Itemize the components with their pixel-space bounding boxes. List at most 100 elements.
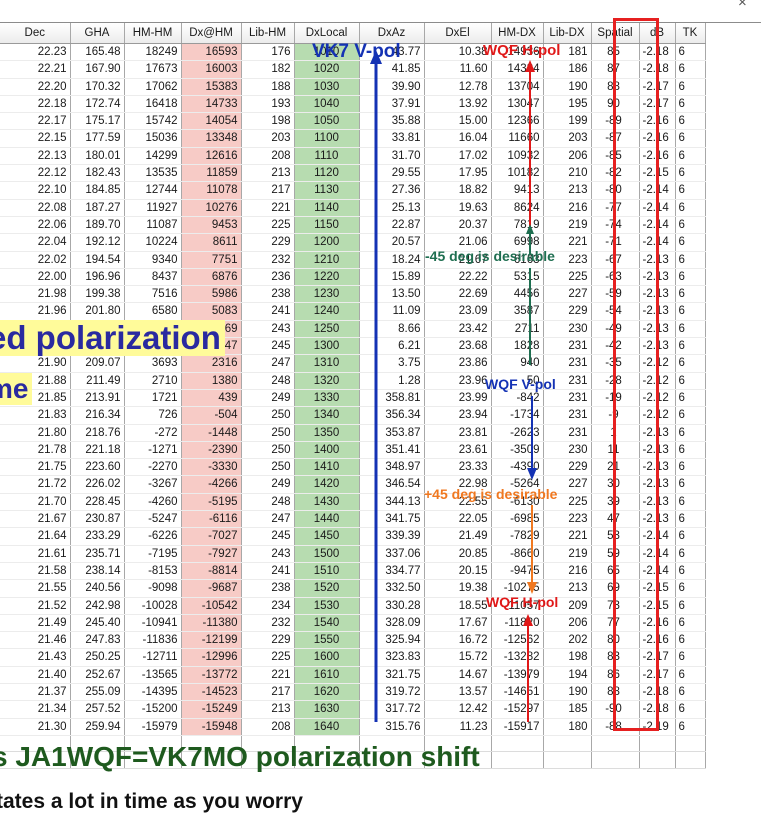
cell-dxel: 13.92 — [424, 95, 492, 114]
table-row[interactable]: 22.12 182.43 13535 11859 213 1120 29.55 17.95 10… — [0, 164, 706, 183]
cell-hmhm: 15036 — [124, 129, 182, 148]
table-row[interactable]: 22.02 194.54 9340 7751 232 1210 18.24 21.67 6163… — [0, 251, 706, 269]
column-header-libdx[interactable]: Lib-DX — [543, 23, 592, 44]
cell-libdx: 198 — [543, 648, 592, 667]
column-header-hmhm[interactable]: HM-HM — [124, 23, 182, 44]
table-row[interactable]: 21.80 218.76 -272 -1448 250 1350 353.87 23.81 -2… — [0, 424, 706, 442]
empty-cell — [124, 751, 182, 769]
cell-gha: 259.94 — [70, 718, 125, 736]
empty-cell — [124, 735, 182, 753]
cell-dec: 21.40 — [0, 666, 71, 684]
cell-dxel: 23.68 — [424, 337, 492, 356]
table-row[interactable]: 22.21 167.90 17673 16003 182 1020 41.85 11.60 14… — [0, 60, 706, 79]
cell-libdx: 185 — [543, 700, 592, 719]
cell-dxlocal: 1340 — [294, 406, 360, 425]
cell-gha: 167.90 — [70, 60, 125, 79]
minus45-label: -45 deg is desirable — [425, 248, 555, 264]
cell-gha: 184.85 — [70, 181, 125, 200]
table-row[interactable]: 21.90209.073693231624713103.7523.8694023… — [0, 354, 706, 373]
column-header-libhm[interactable]: Lib-HM — [241, 23, 295, 44]
cell-libdx: 206 — [543, 147, 592, 166]
cell-gha: 221.18 — [70, 441, 125, 460]
cell-dxel: 15.72 — [424, 648, 492, 667]
table-row[interactable]: 21.43 250.25 -12711 -12996 225 1600 323.83 15.7… — [0, 648, 706, 667]
column-header-tk[interactable]: TK — [675, 23, 706, 44]
cell-libhm: 229 — [241, 233, 295, 252]
table-row[interactable]: 21.70 228.45 -4260 -5195 248 1430 344.13 22.55-… — [0, 493, 706, 512]
wqf-vpol-arrow — [527, 396, 537, 480]
column-header-dxlocal[interactable]: DxLocal — [294, 23, 360, 44]
cell-hmhm: -3267 — [124, 475, 182, 494]
cell-hmhm: -12711 — [124, 648, 182, 667]
table-row[interactable]: 21.30 259.94 -15979 -15948 208 1640 315.76 11.2… — [0, 718, 706, 736]
cell-dx-hm: 13348 — [181, 129, 242, 148]
cell-libdx: 231 — [543, 406, 592, 425]
column-header-gha[interactable]: GHA — [70, 23, 125, 44]
cell-dxel: 22.05 — [424, 510, 492, 529]
cell-gha: 238.14 — [70, 562, 125, 581]
cell-tk: 6 — [675, 268, 706, 287]
cell-dxlocal: 1100 — [294, 129, 360, 148]
cell-libhm: 213 — [241, 164, 295, 183]
table-row[interactable]: 22.20 170.32 17062 15383 188 1030 39.90 12.78 13… — [0, 78, 706, 96]
column-header-dx-hm[interactable]: Dx@HM — [181, 23, 242, 44]
cell-tk: 6 — [675, 199, 706, 217]
cell-libdx: 216 — [543, 562, 592, 581]
cell-dx-hm: -9687 — [181, 579, 242, 598]
table-row[interactable]: 21.52 242.98 -10028 -10542 234 1530 330.28 18.5… — [0, 597, 706, 615]
table-row[interactable]: 21.61 235.71 -7195 -7927 243 1500 337.06 20.85-… — [0, 545, 706, 563]
cell-hmdx: -15917 — [491, 718, 544, 736]
cell-libdx: 230 — [543, 320, 592, 339]
cell-gha: 209.07 — [70, 354, 125, 373]
cell-hmhm: -1271 — [124, 441, 182, 460]
cell-dxlocal: 1310 — [294, 354, 360, 373]
column-header-dxel[interactable]: DxEl — [424, 23, 492, 44]
cell-dxlocal: 1210 — [294, 251, 360, 269]
cell-gha: 180.01 — [70, 147, 125, 166]
cell-gha: 175.17 — [70, 112, 125, 131]
cell-dec: 21.80 — [0, 424, 71, 442]
column-header-dec[interactable]: Dec — [0, 23, 71, 44]
cell-tk: 6 — [675, 285, 706, 304]
table-row[interactable]: 21.85 213.91 1721 439 249 1330 358.81 23.99 -842… — [0, 389, 706, 408]
cell-libhm: 243 — [241, 320, 295, 339]
wqf-hpol-bottom-arrow — [523, 614, 533, 722]
cell-libhm: 193 — [241, 95, 295, 114]
cell-dec: 21.43 — [0, 648, 71, 667]
cell-libhm: 241 — [241, 302, 295, 321]
cell-dx-hm: 9453 — [181, 216, 242, 235]
cell-hmdx: -13979 — [491, 666, 544, 684]
cell-dxlocal: 1400 — [294, 441, 360, 460]
table-row[interactable]: 21.46 247.83 -11836 -12199 229 1550 325.94 16.7… — [0, 631, 706, 650]
cell-dec: 21.70 — [0, 493, 71, 512]
cell-tk: 6 — [675, 424, 706, 442]
table-row[interactable]: 21.34 257.52 -15200 -15249 213 1630 317.72 12.4… — [0, 700, 706, 719]
cell-gha: 223.60 — [70, 458, 125, 477]
table-row[interactable]: 22.15 177.59 15036 13348 203 1100 33.81 16.04 11… — [0, 129, 706, 148]
cell-hmhm: -11836 — [124, 631, 182, 650]
cell-dx-hm: -15249 — [181, 700, 242, 719]
close-icon[interactable]: × — [738, 0, 747, 11]
table-row[interactable]: 21.40 252.67 -13565 -13772 221 1610 321.75 14.6… — [0, 666, 706, 684]
cell-dxlocal: 1110 — [294, 147, 360, 166]
column-header-hmdx[interactable]: HM-DX — [491, 23, 544, 44]
cell-dec: 22.23 — [0, 43, 71, 62]
cell-dxel: 23.09 — [424, 302, 492, 321]
cell-gha: 235.71 — [70, 545, 125, 563]
cell-dxlocal: 1330 — [294, 389, 360, 408]
cell-hmdx: -842 — [491, 389, 544, 408]
cell-dxel: 13.57 — [424, 683, 492, 702]
table-row[interactable]: 21.49 245.40 -10941 -11380 232 1540 328.09 17.6… — [0, 614, 706, 633]
cell-hmdx: -5264 — [491, 475, 544, 494]
cell-hmhm: 10224 — [124, 233, 182, 252]
cell-dxel: 23.99 — [424, 389, 492, 408]
cell-dx-hm: 16593 — [181, 43, 242, 62]
cell-tk: 6 — [675, 147, 706, 166]
empty-cell — [0, 751, 71, 769]
cell-dx-hm: 439 — [181, 389, 242, 408]
column-header-dxaz[interactable]: DxAz — [359, 23, 425, 44]
table-row[interactable]: 22.06 189.70 11087 9453 225 1150 22.87 20.37 781… — [0, 216, 706, 235]
cell-dx-hm: -2390 — [181, 441, 242, 460]
cell-dxlocal: 1440 — [294, 510, 360, 529]
